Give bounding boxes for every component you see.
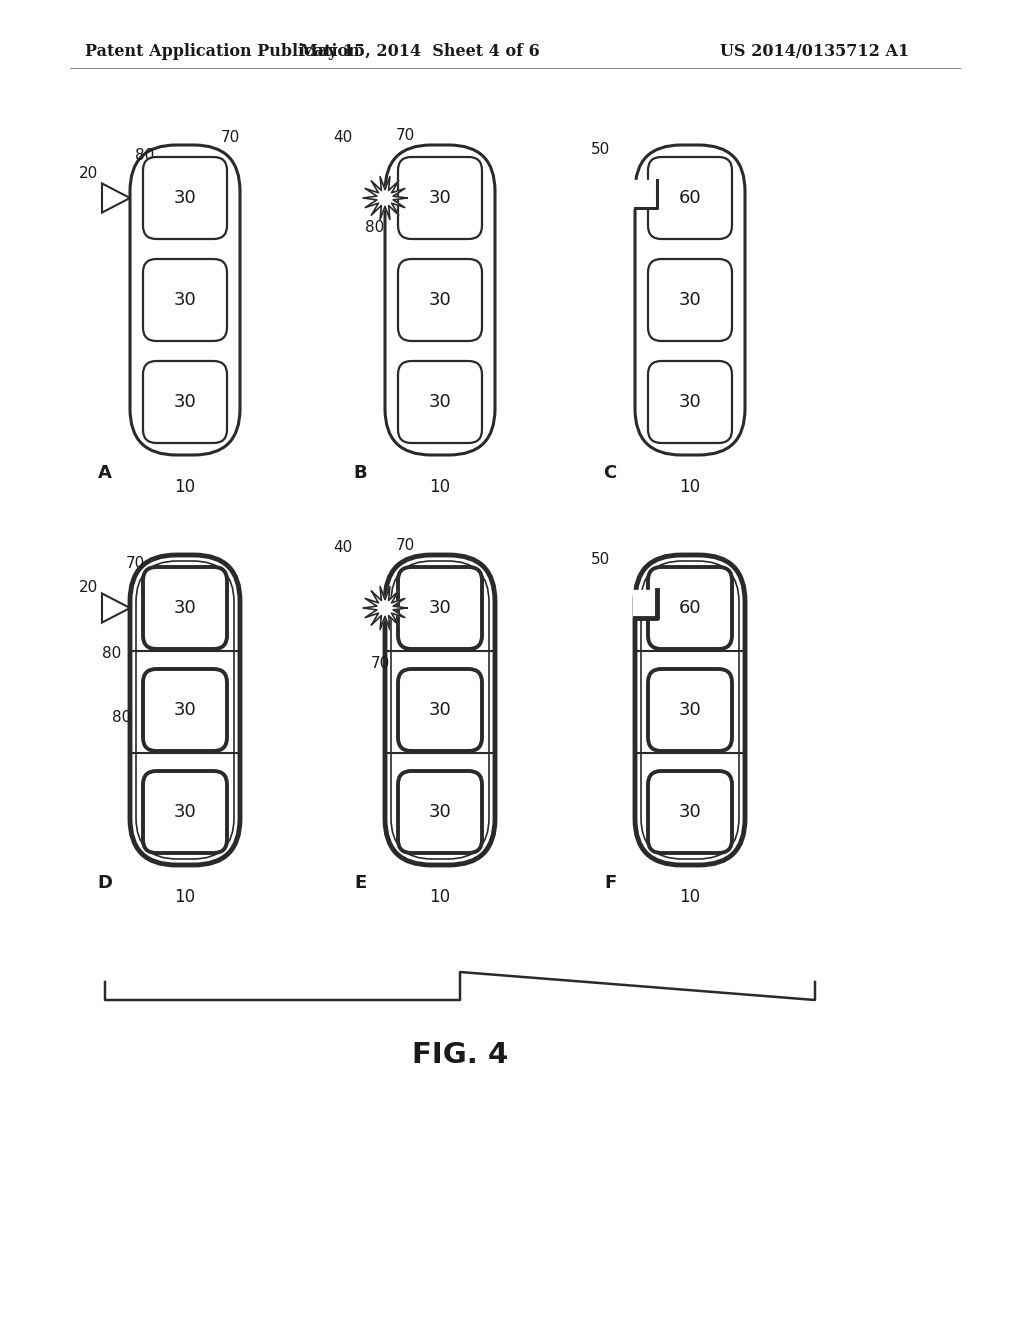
FancyBboxPatch shape [648,157,732,239]
FancyBboxPatch shape [398,771,482,853]
FancyBboxPatch shape [143,157,227,239]
FancyBboxPatch shape [635,554,745,865]
FancyBboxPatch shape [143,568,227,649]
Text: Patent Application Publication: Patent Application Publication [85,44,359,61]
Text: May 15, 2014  Sheet 4 of 6: May 15, 2014 Sheet 4 of 6 [300,44,540,61]
Text: 80: 80 [102,645,122,660]
FancyBboxPatch shape [143,360,227,444]
Text: 20: 20 [79,581,97,595]
FancyBboxPatch shape [648,259,732,341]
FancyBboxPatch shape [648,669,732,751]
Text: 30: 30 [429,599,452,616]
FancyBboxPatch shape [385,554,495,865]
Text: 70: 70 [395,537,415,553]
Text: 70: 70 [395,128,415,143]
Bar [633,180,657,209]
Text: 80: 80 [366,220,385,235]
Bar [633,590,657,618]
FancyBboxPatch shape [641,561,739,859]
FancyBboxPatch shape [398,259,482,341]
Text: 20: 20 [79,165,97,181]
Text: 30: 30 [429,290,452,309]
Text: 60: 60 [679,599,701,616]
FancyBboxPatch shape [143,771,227,853]
FancyBboxPatch shape [635,145,745,455]
FancyBboxPatch shape [648,771,732,853]
FancyBboxPatch shape [648,568,732,649]
FancyBboxPatch shape [398,568,482,649]
FancyBboxPatch shape [398,669,482,751]
Text: 10: 10 [680,478,700,496]
Text: 10: 10 [429,478,451,496]
Text: 30: 30 [174,189,197,207]
Polygon shape [362,586,407,630]
Text: US 2014/0135712 A1: US 2014/0135712 A1 [720,44,909,61]
Text: 70: 70 [371,656,389,671]
Text: D: D [97,874,113,892]
Text: 50: 50 [591,143,609,157]
Text: 80: 80 [135,148,155,162]
FancyBboxPatch shape [385,145,495,455]
Text: 40: 40 [334,129,352,144]
Text: 30: 30 [679,393,701,411]
Text: 70: 70 [220,129,240,144]
FancyBboxPatch shape [143,259,227,341]
Text: 30: 30 [174,599,197,616]
Text: 60: 60 [679,189,701,207]
Text: 30: 30 [679,290,701,309]
Text: B: B [353,465,367,482]
Text: 80: 80 [113,710,132,726]
Text: 10: 10 [680,888,700,906]
Text: 30: 30 [174,393,197,411]
FancyBboxPatch shape [136,561,234,859]
Text: 40: 40 [334,540,352,554]
Text: 10: 10 [429,888,451,906]
Text: C: C [603,465,616,482]
FancyBboxPatch shape [130,145,240,455]
Polygon shape [102,594,130,623]
Text: 70: 70 [125,556,144,570]
Text: 30: 30 [174,803,197,821]
FancyBboxPatch shape [130,554,240,865]
Polygon shape [102,183,130,213]
Text: 30: 30 [679,701,701,719]
FancyBboxPatch shape [391,561,489,859]
Text: 30: 30 [429,701,452,719]
Text: 30: 30 [174,290,197,309]
Text: 10: 10 [174,478,196,496]
FancyBboxPatch shape [398,157,482,239]
FancyBboxPatch shape [143,669,227,751]
Polygon shape [362,177,407,219]
Text: 10: 10 [174,888,196,906]
FancyBboxPatch shape [398,360,482,444]
Text: 30: 30 [174,701,197,719]
FancyBboxPatch shape [648,360,732,444]
Text: 30: 30 [679,803,701,821]
Text: FIG. 4: FIG. 4 [412,1041,508,1069]
Text: 50: 50 [591,553,609,568]
Text: E: E [354,874,367,892]
Text: A: A [98,465,112,482]
Text: 30: 30 [429,393,452,411]
Text: F: F [604,874,616,892]
Text: 30: 30 [429,803,452,821]
Text: 30: 30 [429,189,452,207]
